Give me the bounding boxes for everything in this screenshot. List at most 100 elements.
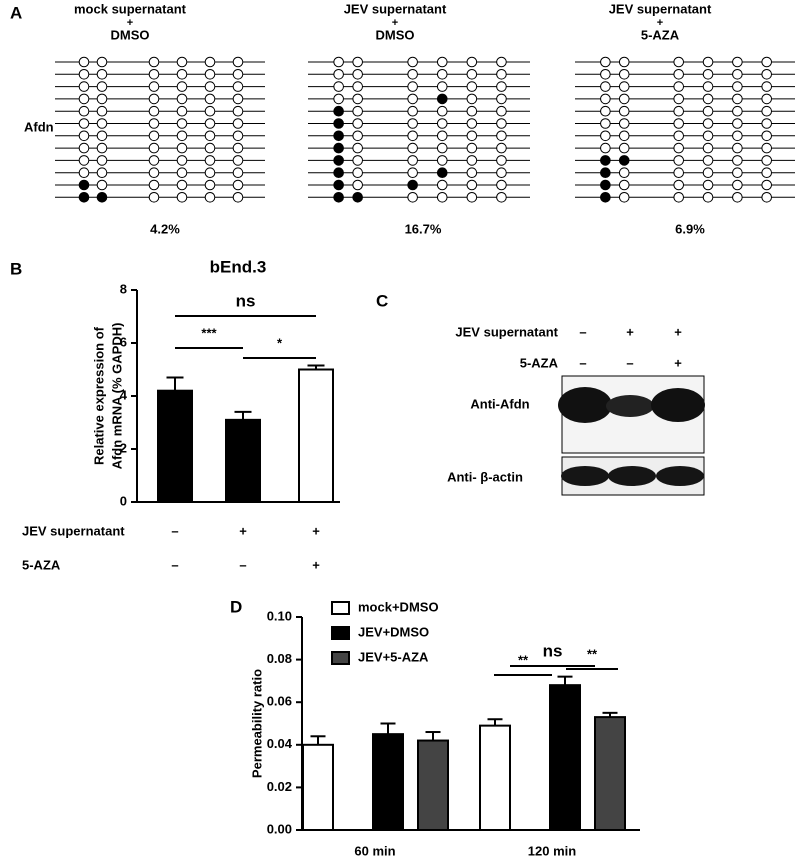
cpg-site — [618, 56, 630, 68]
group-title: JEV supernatant — [344, 1, 447, 16]
cpg-site — [78, 130, 90, 142]
condition-sign: + — [626, 324, 634, 339]
legend-label: JEV+5-AZA — [358, 649, 429, 664]
cpg-site — [148, 93, 160, 105]
cpg-site — [352, 56, 363, 68]
cpg-site — [204, 130, 216, 142]
cpg-site — [732, 179, 743, 191]
condition-label: JEV supernatant — [455, 324, 558, 339]
cpg-site — [618, 179, 630, 191]
cpg-site — [333, 192, 344, 203]
cpg-site — [96, 142, 108, 154]
cpg-site — [407, 167, 418, 178]
cpg-site — [176, 118, 188, 129]
cpg-site — [436, 93, 448, 105]
cpg-site — [618, 93, 630, 105]
group-title: DMSO — [376, 27, 415, 42]
cpg-site — [407, 118, 418, 129]
cpg-site — [96, 130, 108, 142]
cpg-site — [232, 56, 244, 68]
cpg-site — [148, 130, 160, 142]
cpg-site — [333, 130, 344, 142]
cpg-site — [176, 56, 188, 68]
cpg-site — [204, 56, 216, 68]
cpg-site — [761, 179, 773, 191]
cpg-site — [78, 118, 90, 129]
band — [651, 388, 705, 422]
band — [558, 387, 612, 423]
bar — [417, 739, 449, 831]
bar — [372, 733, 404, 832]
cpg-site — [232, 105, 244, 117]
cpg-site — [466, 192, 478, 203]
cpg-site — [673, 142, 685, 154]
cpg-site — [466, 56, 478, 68]
cpg-site — [407, 81, 418, 92]
cpg-site — [148, 179, 160, 191]
condition-sign: + — [239, 523, 247, 538]
cpg-site — [466, 81, 478, 92]
cpg-site — [732, 105, 743, 117]
cpg-site — [176, 93, 188, 105]
y-tick-label: 0.06 — [267, 694, 292, 709]
cpg-site — [496, 192, 507, 203]
cpg-site — [702, 56, 714, 68]
cpg-site — [761, 56, 773, 68]
cpg-site — [232, 167, 244, 178]
cpg-site — [618, 167, 630, 178]
cpg-site — [496, 93, 507, 105]
y-tick-label: 0.02 — [267, 779, 292, 794]
cpg-site — [732, 192, 743, 203]
cpg-site — [352, 81, 363, 92]
cpg-site — [618, 192, 630, 203]
cpg-site — [352, 167, 363, 178]
cpg-site — [204, 93, 216, 105]
cpg-site — [496, 69, 507, 80]
cpg-site — [618, 130, 630, 142]
cpg-site — [407, 142, 418, 154]
cpg-site — [148, 81, 160, 92]
y-tick-label: 0.10 — [267, 608, 292, 623]
cpg-site — [466, 69, 478, 80]
cpg-site — [204, 118, 216, 129]
cpg-site — [333, 81, 344, 92]
cpg-site — [600, 105, 611, 117]
gene-label: Afdn — [24, 119, 54, 134]
condition-label: 5-AZA — [22, 557, 61, 572]
cpg-site — [148, 167, 160, 178]
cpg-site — [352, 69, 363, 80]
condition-sign: – — [579, 324, 586, 339]
cpg-site — [78, 167, 90, 178]
cpg-site — [761, 93, 773, 105]
cpg-site — [333, 142, 344, 154]
cpg-site — [333, 56, 344, 68]
significance-label: * — [277, 335, 283, 350]
cpg-site — [673, 93, 685, 105]
band — [561, 466, 609, 486]
cpg-site — [673, 179, 685, 191]
cpg-site — [96, 56, 108, 68]
cpg-site — [436, 167, 448, 178]
cpg-site — [333, 155, 344, 166]
cpg-site — [436, 81, 448, 92]
cpg-site — [496, 142, 507, 154]
cpg-site — [732, 142, 743, 154]
cpg-site — [600, 118, 611, 129]
cpg-site — [148, 56, 160, 68]
cpg-site — [78, 93, 90, 105]
cpg-site — [618, 118, 630, 129]
cpg-site — [466, 93, 478, 105]
cpg-site — [618, 69, 630, 80]
cpg-site — [496, 179, 507, 191]
condition-sign: – — [626, 355, 633, 370]
cpg-site — [204, 105, 216, 117]
cpg-site — [96, 93, 108, 105]
cpg-site — [436, 192, 448, 203]
cpg-site — [600, 56, 611, 68]
condition-sign: + — [312, 523, 320, 538]
cpg-site — [352, 179, 363, 191]
cpg-site — [496, 56, 507, 68]
cpg-site — [333, 93, 344, 105]
condition-sign: – — [579, 355, 586, 370]
